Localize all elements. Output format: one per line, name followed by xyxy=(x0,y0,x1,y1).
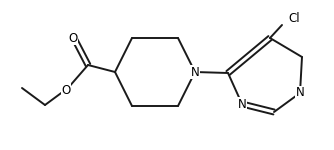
Text: O: O xyxy=(68,32,77,45)
Text: N: N xyxy=(237,98,246,111)
Text: O: O xyxy=(61,84,70,96)
Text: N: N xyxy=(191,66,199,78)
Text: N: N xyxy=(296,87,304,99)
Text: Cl: Cl xyxy=(288,12,300,24)
